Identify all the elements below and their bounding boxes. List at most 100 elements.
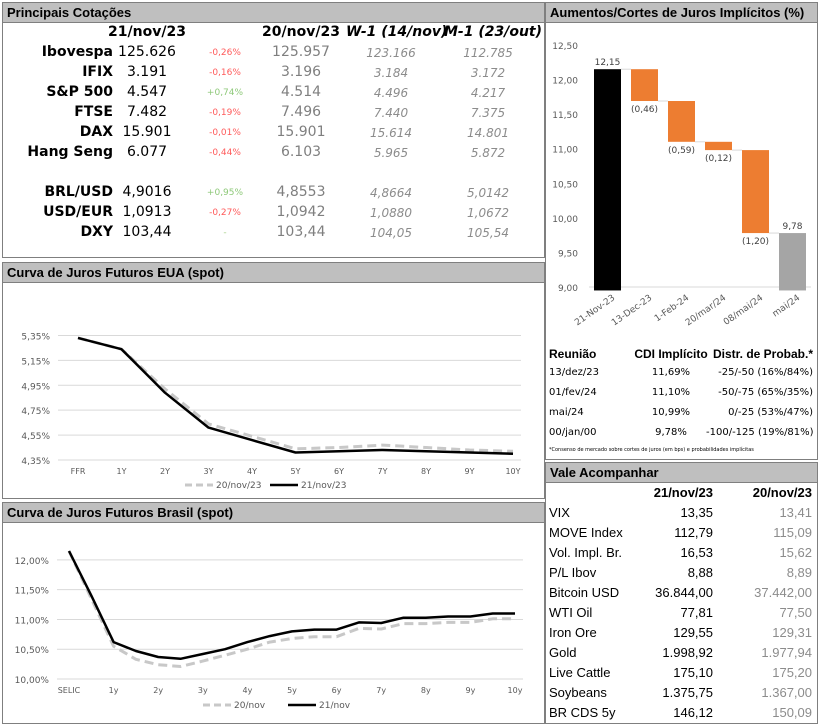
row-label: DAX	[79, 124, 113, 140]
vale-value-d1: 77,81	[680, 605, 713, 620]
header-w1: W-1 (14/nov)	[346, 24, 448, 40]
x-tick-label: 10y	[508, 686, 523, 695]
value-m1: 3.172	[470, 66, 506, 80]
vale-value-d1: 13,35	[680, 505, 713, 520]
change-pct: -	[223, 228, 227, 238]
juros-cell: 10,99%	[651, 407, 691, 418]
value-w1: 15.614	[370, 126, 412, 140]
x-tick-label: 7Y	[378, 467, 388, 476]
x-tick-label: SELIC	[58, 686, 81, 695]
value-21nov: 3.191	[126, 64, 168, 80]
row-label: DXY	[80, 224, 113, 240]
footnote: *Consenso de mercado sobre cortes de jur…	[549, 447, 754, 453]
value-w1: 5.965	[373, 146, 409, 160]
vale-value-d1: 16,53	[680, 545, 713, 560]
value-w1: 3.184	[373, 66, 409, 80]
x-tick-label: 2y	[153, 686, 163, 695]
cotacoes-title: Principais Cotações	[3, 3, 544, 23]
value-w1: 7.440	[373, 106, 409, 120]
value-21nov: 125.626	[118, 44, 176, 60]
juros-panel: Aumentos/Cortes de Juros Implícitos (%) …	[545, 2, 818, 460]
x-tick-label: 3y	[198, 686, 208, 695]
header-d1: 21/nov/23	[108, 24, 186, 40]
br-curve-panel: Curva de Juros Futuros Brasil (spot) 10,…	[2, 502, 545, 724]
vale-row-label: Bitcoin USD	[549, 585, 620, 600]
us-curve-panel: Curva de Juros Futuros EUA (spot) 4,35% 4…	[2, 262, 545, 499]
vale-row-label: P/L Ibov	[549, 565, 597, 580]
vale-row-label: VIX	[549, 505, 570, 520]
vale-table: 21/nov/23 20/nov/23 VIX 13,35 13,41 MOVE Inde…	[546, 483, 817, 723]
value-20nov: 15.901	[276, 124, 326, 140]
value-21nov: 7.482	[126, 104, 168, 120]
vale-value-d0: 1.977,94	[761, 645, 812, 660]
vale-value-d0: 175,20	[772, 665, 812, 680]
x-tick-label: 2Y	[160, 467, 170, 476]
y-tick-label: 9,00	[558, 284, 578, 294]
y-tick-label: 10,50%	[15, 646, 50, 656]
vale-row-label: Iron Ore	[549, 625, 597, 640]
data-label: (0,12)	[705, 154, 732, 164]
legend-label: 21/nov	[319, 701, 351, 711]
vale-row-label: Soybeans	[549, 685, 607, 700]
x-tick-label: 4Y	[247, 467, 257, 476]
value-21nov: 4.547	[126, 84, 168, 100]
change-pct: -0,19%	[209, 108, 241, 118]
y-tick-label: 11,00%	[15, 616, 50, 626]
y-tick-label: 10,50	[552, 180, 578, 190]
row-label: FTSE	[74, 104, 113, 120]
row-label: IFIX	[82, 64, 113, 80]
row-label: Hang Seng	[27, 144, 113, 160]
vale-row-label: MOVE Index	[549, 525, 623, 540]
series-line-20-nov	[67, 550, 515, 668]
vale-title: Vale Acompanhar	[546, 463, 817, 483]
x-tick-label: 5y	[287, 686, 297, 695]
vale-value-d0: 8,89	[786, 565, 812, 580]
series-line-21-nov	[67, 550, 515, 661]
vale-row-label: BR CDS 5y	[549, 705, 616, 720]
value-20nov: 125.957	[272, 44, 330, 60]
change-pct: +0,74%	[206, 88, 244, 98]
x-tick-label: 8Y	[421, 467, 431, 476]
waterfall-bar	[779, 233, 806, 291]
change-pct: -0,16%	[209, 68, 241, 78]
vale-header-d1: 21/nov/23	[653, 485, 713, 500]
value-w1: 104,05	[370, 226, 412, 240]
value-m1: 4.217	[470, 86, 506, 100]
vale-row-label: Vol. Impl. Br.	[549, 545, 622, 560]
cotacoes-table: 21/nov/23 20/nov/23 W-1 (14/nov) M-1 (23…	[3, 23, 544, 253]
juros-cell: 11,10%	[651, 387, 691, 398]
vale-row-label: Gold	[549, 645, 577, 660]
us-curve-chart: 4,35% 4,55% 4,75% 4,95% 5,15% 5,35% FFR 1Y 2Y 3Y 4…	[21, 332, 521, 491]
vale-value-d1: 1.998,92	[662, 645, 713, 660]
x-tick-label: 13-Dec-23	[610, 293, 654, 328]
value-20nov: 6.103	[280, 144, 322, 160]
juros-cell: 9,78%	[655, 427, 687, 438]
change-pct: -0,44%	[209, 148, 241, 158]
vale-value-d1: 175,10	[673, 665, 713, 680]
y-tick-label: 12,00	[552, 77, 578, 87]
x-tick-label: 9Y	[465, 467, 475, 476]
x-tick-label: mai/24	[771, 293, 803, 319]
vale-value-d0: 129,31	[772, 625, 812, 640]
juros-table: Reunião CDI Implícito Distr. de Probab.* 13…	[546, 345, 817, 460]
waterfall-bar	[742, 150, 769, 234]
data-label: 9,78	[782, 222, 802, 232]
x-tick-label: 1Y	[117, 467, 127, 476]
row-label: USD/EUR	[43, 204, 113, 220]
juros-header: CDI Implícito	[634, 347, 708, 361]
value-21nov: 6.077	[126, 144, 168, 160]
row-label: S&P 500	[46, 84, 113, 100]
legend-label: 21/nov/23	[301, 481, 347, 491]
series-line-20-nov-23	[77, 336, 514, 453]
value-m1: 105,54	[467, 226, 509, 240]
us-curve-title: Curva de Juros Futuros EUA (spot)	[3, 263, 544, 283]
data-label: (0,59)	[668, 146, 695, 156]
vale-value-d1: 146,12	[673, 705, 713, 720]
value-m1: 5.872	[470, 146, 506, 160]
data-label: (0,46)	[631, 105, 658, 115]
data-label: 12,15	[595, 58, 621, 68]
y-tick-label: 10,00	[552, 215, 578, 225]
juros-cell: 0/-25 (53%/47%)	[728, 407, 813, 418]
vale-value-d1: 1.375,75	[662, 685, 713, 700]
value-20nov: 7.496	[280, 104, 322, 120]
